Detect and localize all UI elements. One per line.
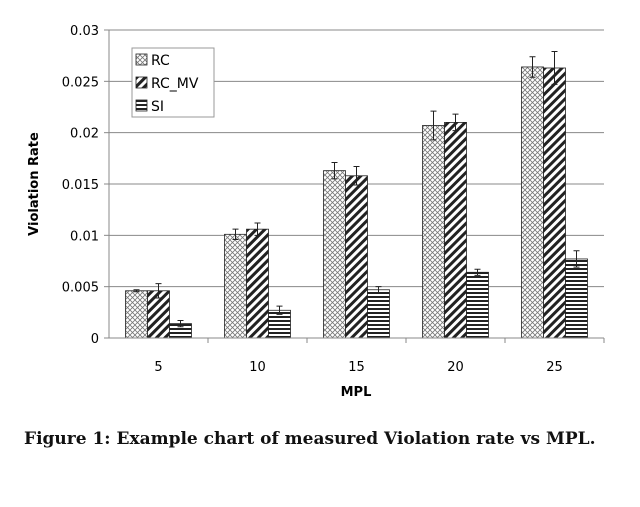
error-bar xyxy=(452,113,459,132)
legend-swatch xyxy=(135,76,148,89)
bar-rc-mv xyxy=(444,122,467,339)
error-bar xyxy=(232,228,239,240)
legend-label: RC xyxy=(151,53,170,69)
bar-rc xyxy=(422,125,445,339)
bar-rc xyxy=(323,170,346,339)
figure-caption: Figure 1: Example chart of measured Viol… xyxy=(24,429,596,449)
error-bar xyxy=(474,268,481,276)
y-tick-label: 0.01 xyxy=(70,229,99,244)
bar-si xyxy=(466,271,489,339)
bar-rc xyxy=(125,290,148,339)
x-tick-label: 10 xyxy=(249,360,266,375)
bar-rc-mv xyxy=(345,175,368,339)
error-bar xyxy=(375,286,382,294)
bar-si xyxy=(367,289,390,339)
y-tick-label: 0.005 xyxy=(62,281,99,296)
y-tick-label: 0.02 xyxy=(70,127,99,142)
y-tick-label: 0.025 xyxy=(62,75,99,90)
y-axis-label: Violation Rate xyxy=(27,132,42,236)
y-tick-label: 0.015 xyxy=(62,178,99,193)
bar-rc-mv xyxy=(246,228,269,339)
x-axis-label: MPL xyxy=(341,385,372,400)
bar-rc xyxy=(224,233,247,339)
error-bar xyxy=(133,289,140,293)
x-tick-label: 5 xyxy=(154,360,162,375)
legend-label: SI xyxy=(151,99,164,115)
error-bar xyxy=(155,283,162,299)
error-bar xyxy=(177,320,184,328)
error-bar xyxy=(331,161,338,180)
error-bar xyxy=(551,51,558,85)
bar-rc xyxy=(521,66,544,339)
y-tick-label: 0.03 xyxy=(70,24,99,39)
legend: RC RC_MV SI xyxy=(131,47,215,118)
bar-chart: 0 0.005 0.01 0.015 0.02 0.025 0.03 5 10 15 20 25 Vi… xyxy=(27,24,605,400)
x-tick-label: 25 xyxy=(546,360,563,375)
bar-rc-mv xyxy=(543,67,566,339)
legend-label: RC_MV xyxy=(151,76,199,92)
error-bar xyxy=(430,110,437,141)
bar-si xyxy=(565,258,588,339)
error-bar xyxy=(573,250,580,268)
x-tick-label: 15 xyxy=(348,360,365,375)
x-tick-label: 20 xyxy=(447,360,464,375)
error-bar xyxy=(254,222,261,236)
legend-swatch xyxy=(135,99,148,112)
legend-swatch xyxy=(135,53,148,66)
y-tick-label: 0 xyxy=(91,332,99,347)
error-bar xyxy=(529,56,536,78)
error-bar xyxy=(276,305,283,315)
error-bar xyxy=(353,166,360,186)
